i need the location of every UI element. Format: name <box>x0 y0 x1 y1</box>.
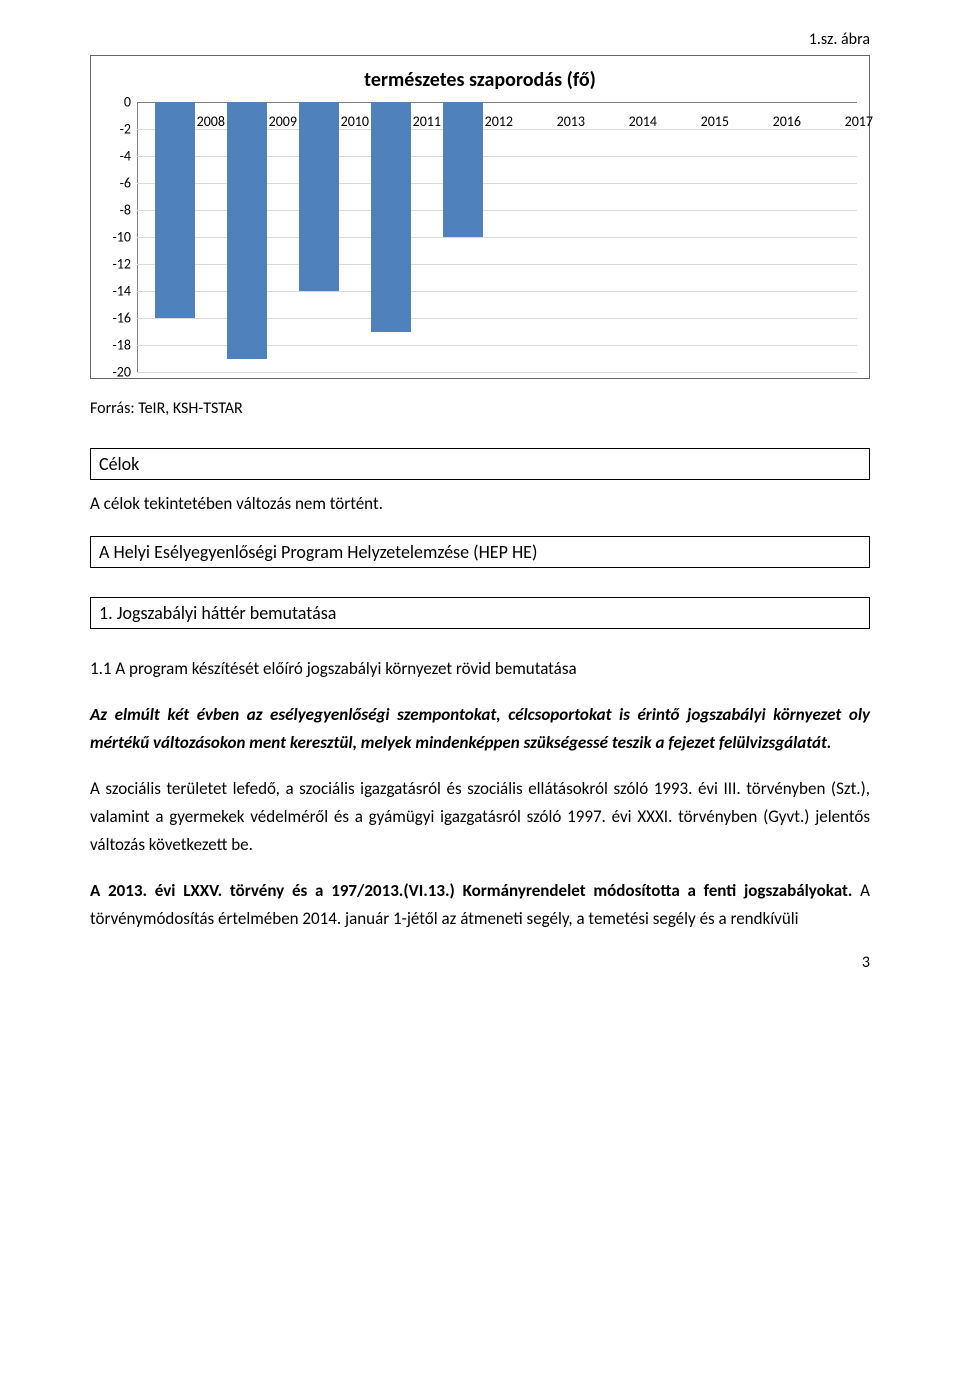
y-tick-label: -16 <box>97 310 131 327</box>
y-tick-label: -8 <box>97 202 131 219</box>
x-tick-label: 2012 <box>485 113 513 130</box>
x-tick-label: 2010 <box>341 113 369 130</box>
subheading: 1.1 A program készítését előíró jogszabá… <box>90 658 870 679</box>
figure-label: 1.sz. ábra <box>90 30 870 49</box>
bold-span: A 2013. évi LXXV. törvény és a 197/2013.… <box>90 880 852 901</box>
y-tick-label: -20 <box>97 364 131 381</box>
page-number: 3 <box>90 953 870 972</box>
chart-plot-area: 0-2-4-6-8-10-12-14-16-18-202008200920102… <box>137 102 857 372</box>
bar <box>299 102 339 291</box>
y-tick-label: -10 <box>97 229 131 246</box>
y-tick-label: -6 <box>97 175 131 192</box>
x-tick-label: 2009 <box>269 113 297 130</box>
y-tick-label: -2 <box>97 121 131 138</box>
x-tick-label: 2008 <box>197 113 225 130</box>
x-tick-label: 2017 <box>845 113 873 130</box>
x-tick-label: 2013 <box>557 113 585 130</box>
bar <box>227 102 267 359</box>
x-tick-label: 2015 <box>701 113 729 130</box>
y-tick-label: -4 <box>97 148 131 165</box>
y-tick-label: -14 <box>97 283 131 300</box>
chart-title: természetes szaporodás (fő) <box>97 68 863 92</box>
goals-paragraph: A célok tekintetében változás nem történ… <box>90 490 870 518</box>
x-tick-label: 2011 <box>413 113 441 130</box>
gridline <box>137 372 857 373</box>
y-tick-label: 0 <box>97 94 131 111</box>
italic-paragraph: Az elmúlt két évben az esélyegyenlőségi … <box>90 701 870 757</box>
body-paragraph-2: A szociális területet lefedő, a szociáli… <box>90 775 870 859</box>
chart-container: természetes szaporodás (fő) 0 -2 -4 -6 -8 -10… <box>90 55 870 379</box>
section-box-legal: 1. Jogszabályi háttér bemutatása <box>90 597 870 629</box>
x-tick-label: 2016 <box>773 113 801 130</box>
y-tick-label: -18 <box>97 337 131 354</box>
x-tick-label: 2014 <box>629 113 657 130</box>
section-box-hep: A Helyi Esélyegyenlőségi Program Helyzet… <box>90 536 870 568</box>
bar <box>371 102 411 332</box>
y-tick-label: -12 <box>97 256 131 273</box>
bar <box>443 102 483 237</box>
source-text: Forrás: TeIR, KSH-TSTAR <box>90 399 870 418</box>
body-paragraph-3: A 2013. évi LXXV. törvény és a 197/2013.… <box>90 877 870 933</box>
section-box-goals: Célok <box>90 448 870 480</box>
bar <box>155 102 195 318</box>
